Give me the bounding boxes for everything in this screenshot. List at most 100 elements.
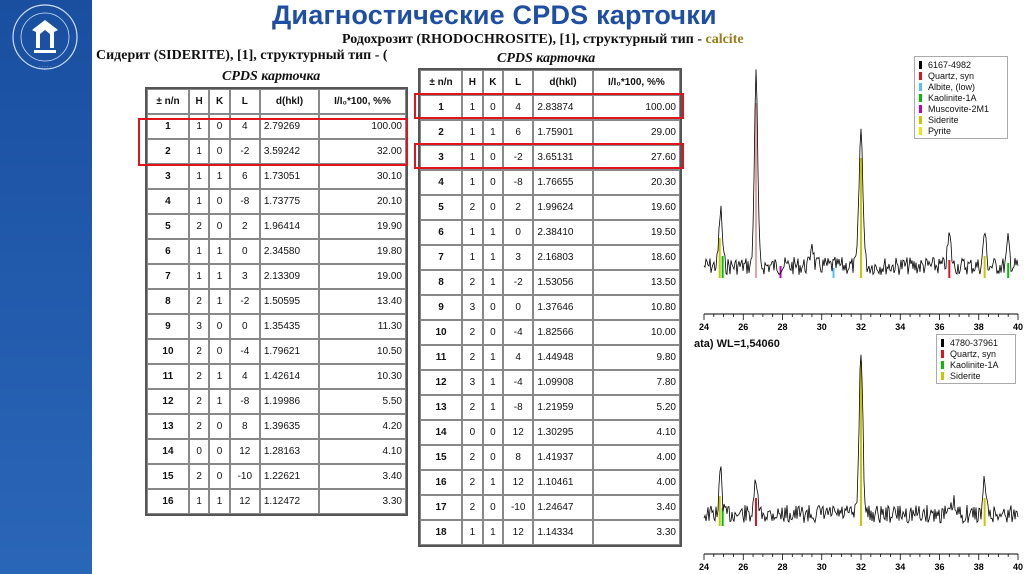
legend-swatch [919,126,922,135]
table-cell: 0 [209,439,230,464]
diffractogram-top: 24 26 28 30 32 34 36 38 40 [699,69,1023,332]
table-cell: 11.30 [319,314,406,339]
table-cell: 10.30 [319,364,406,389]
table-cell: 1 [462,170,483,195]
table-cell: 0 [503,220,534,245]
table-cell: 4 [503,95,534,120]
table-row: 10 2 0 -4 1.79621 10.50 [147,339,406,364]
table-cell: 3 [229,264,260,289]
table-cell: 13.50 [592,270,680,295]
table-cell: 1 [482,245,504,270]
rhodochrosite-card-title: CPDS карточка [497,51,596,66]
table-cell: 2 [188,414,210,439]
table-row: 3 1 0 -2 3.65131 27.60 [420,145,680,170]
table-cell: 2 [462,445,483,470]
table-row: 8 2 1 -2 1.50595 13.40 [147,289,406,314]
table-cell: 10 [147,339,189,364]
table-row: 6 1 1 0 2.38410 19.50 [420,220,680,245]
table-cell: 1.50595 [259,289,320,314]
legend-label: Albite, (low) [928,81,976,92]
table-cell: 6 [420,220,463,245]
table-cell: 2 [462,345,483,370]
table-cell: 1.41937 [533,445,593,470]
table-cell: 1 [482,520,504,545]
legend-swatch [919,60,922,69]
table-cell: 0 [482,320,504,345]
table-cell: 8 [147,289,189,314]
table-cell: 4.10 [592,420,680,445]
table-cell: 10 [420,320,463,345]
table-row: 7 1 1 3 2.16803 18.60 [420,245,680,270]
table-cell: 1 [462,245,483,270]
table-cell: 19.50 [592,220,680,245]
table-cell: 18.60 [592,245,680,270]
x-tick-label: 28 [777,562,787,572]
column-header: K [209,89,230,114]
column-header: K [482,70,504,95]
column-header: ± n/n [147,89,189,114]
table-cell: 3 [503,245,534,270]
x-tick-label: 32 [856,562,866,572]
table-row: 4 1 0 -8 1.76655 20.30 [420,170,680,195]
legend-swatch [941,349,944,358]
table-cell: 1 [188,139,210,164]
table-cell: 0 [188,439,210,464]
table-cell: 2 [462,495,483,520]
table-cell: 1.09908 [533,370,593,395]
table-cell: 3 [420,145,463,170]
table-cell: 3.65131 [533,145,593,170]
table-cell: 4 [420,170,463,195]
table-cell: 1.22621 [259,464,320,489]
legend-label: Kaolinite-1A [950,359,999,370]
table-cell: 3 [188,314,210,339]
table-row: 9 3 0 0 1.37646 10.80 [420,295,680,320]
table-cell: 0 [503,295,534,320]
x-tick-label: 36 [934,562,944,572]
table-cell: 1.96414 [259,214,320,239]
table-cell: 19.00 [319,264,406,289]
table-cell: 1 [209,389,230,414]
legend-entry: 4780-37961 [941,337,1011,348]
table-row: 2 1 1 6 1.75901 29.00 [420,120,680,145]
table-cell: 0 [229,314,260,339]
legend-swatch [941,360,944,369]
table-cell: 4.10 [319,439,406,464]
table-cell: 0 [209,189,230,214]
table-cell: 0 [209,314,230,339]
table-cell: 0 [482,420,504,445]
table-cell: 16 [147,489,189,514]
diffraction-trace [703,69,1019,276]
legend-label: Pyrite [928,125,952,136]
legend-swatch [919,104,922,113]
diffractogram-top-legend: 6167-4982 Quartz, syn Albite, (low) Kaolini… [914,56,1008,139]
table-cell: 0 [229,239,260,264]
table-cell: 1 [420,95,463,120]
table-row: 3 1 1 6 1.73051 30.10 [147,164,406,189]
table-cell: 2.83874 [533,95,593,120]
x-tick-label: 24 [699,562,709,572]
table-cell: 17 [420,495,463,520]
table-cell: 10.00 [592,320,680,345]
table-cell: 1 [482,395,504,420]
table-cell: 3 [462,370,483,395]
column-header: ± n/n [420,70,463,95]
table-cell: 2 [188,464,210,489]
diffractogram-wavelength-label: ata) WL=1,54060 [694,338,780,350]
x-tick-label: 24 [699,322,709,332]
table-cell: 1.10461 [533,470,593,495]
table-cell: 19.80 [319,239,406,264]
column-header: L [229,89,260,114]
x-tick-label: 26 [738,322,748,332]
table-cell: 13.40 [319,289,406,314]
x-tick-label: 28 [777,322,787,332]
table-row: 12 3 1 -4 1.09908 7.80 [420,370,680,395]
x-tick-label: 32 [856,322,866,332]
table-cell: 0 [209,464,230,489]
table-cell: -4 [503,370,534,395]
table-row: 13 2 1 -8 1.21959 5.20 [420,395,680,420]
table-cell: 2.16803 [533,245,593,270]
table-cell: 4 [229,114,260,139]
table-cell: 1.19986 [259,389,320,414]
table-cell: 1.79621 [259,339,320,364]
table-cell: 0 [482,145,504,170]
